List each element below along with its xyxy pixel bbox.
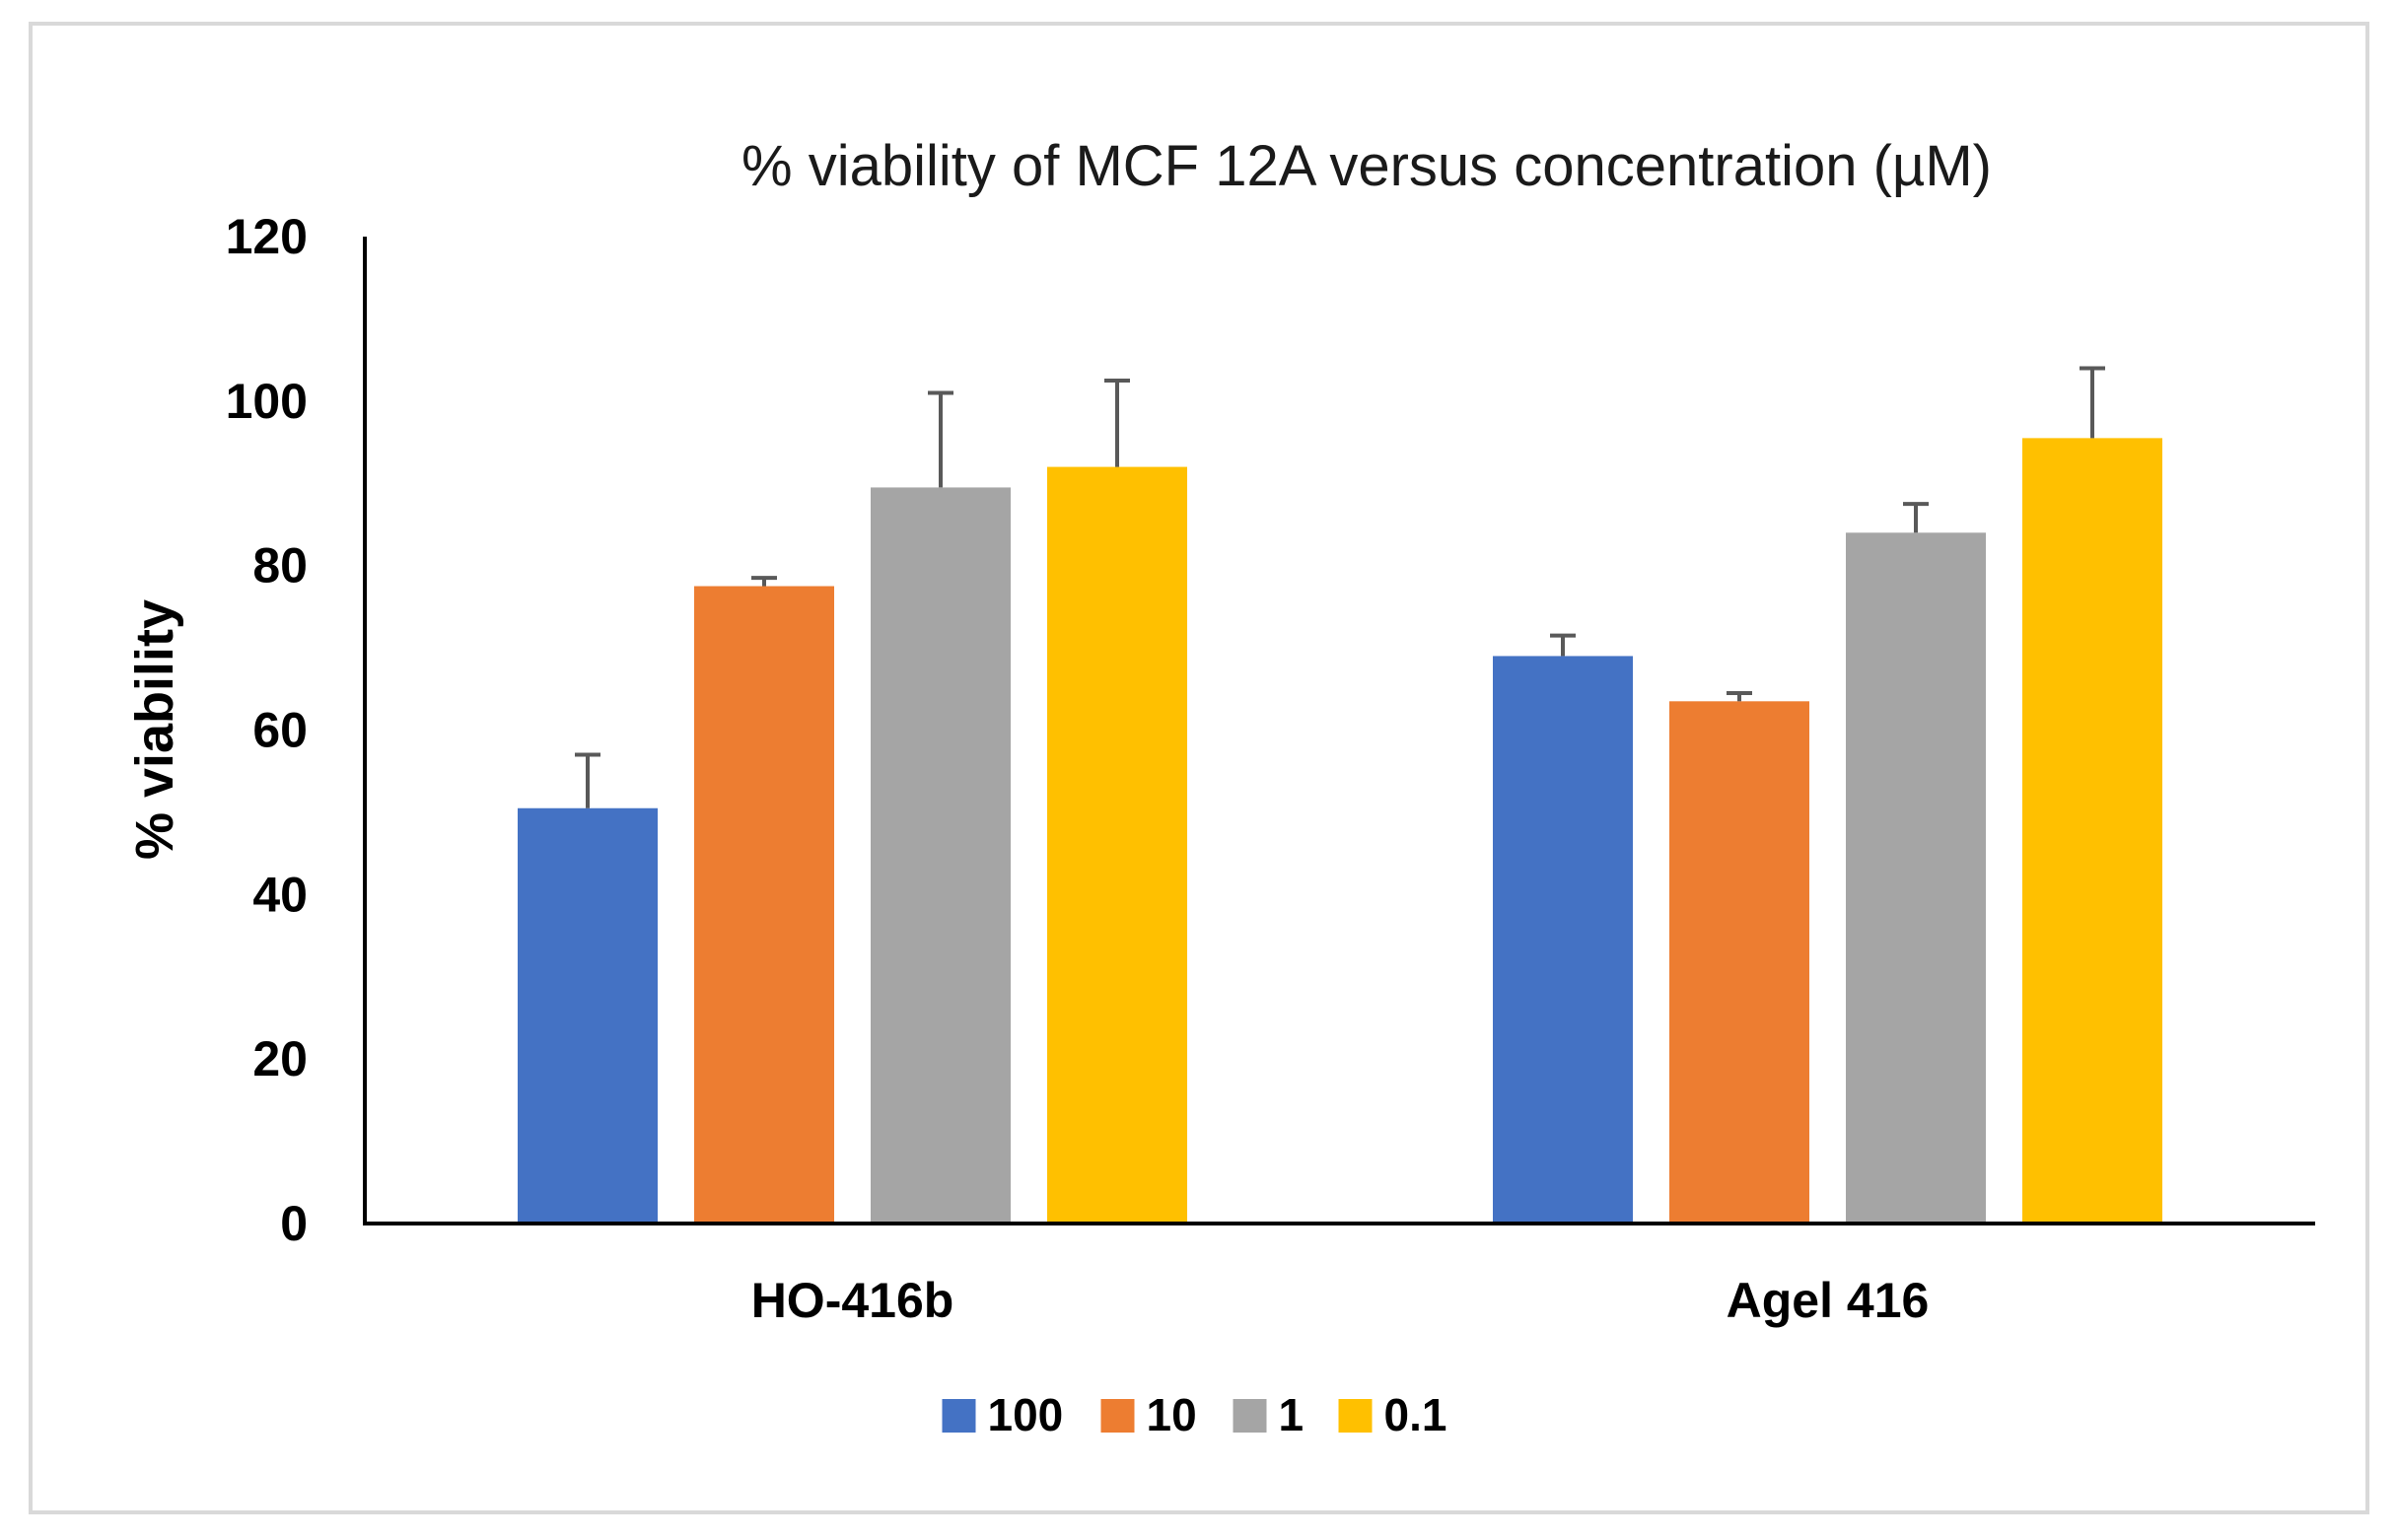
bar-ho-416b-10 xyxy=(694,586,834,1224)
bar-agel-416-10 xyxy=(1669,701,1809,1224)
y-tick-label-80: 80 xyxy=(252,538,308,594)
bar-agel-416-100 xyxy=(1493,656,1633,1224)
bars-group xyxy=(518,438,2162,1225)
legend-swatch-100 xyxy=(942,1399,976,1433)
error-bars-group xyxy=(575,366,2105,808)
y-tick-label-0: 0 xyxy=(280,1196,308,1251)
legend-label-1: 1 xyxy=(1279,1389,1305,1440)
y-tick-label-120: 120 xyxy=(226,209,308,264)
legend-swatch-0_1 xyxy=(1338,1399,1373,1433)
bar-agel-416-0_1 xyxy=(2022,438,2162,1224)
y-tick-label-20: 20 xyxy=(252,1031,308,1086)
y-axis-label: % viability xyxy=(125,599,184,860)
y-tick-label-60: 60 xyxy=(252,703,308,758)
legend-swatch-10 xyxy=(1100,1399,1135,1433)
bar-ho-416b-0_1 xyxy=(1047,466,1187,1225)
legend-label-0_1: 0.1 xyxy=(1384,1389,1447,1440)
legend: 100 10 1 0.1 xyxy=(942,1389,1447,1440)
bar-agel-416-1 xyxy=(1846,532,1986,1224)
x-category-label: HO-416b xyxy=(751,1273,954,1328)
x-axis-categories: HO-416b Agel 416 xyxy=(751,1273,1930,1328)
bar-ho-416b-1 xyxy=(871,487,1011,1224)
chart-title: % viability of MCF 12A versus concentrat… xyxy=(741,134,1992,198)
legend-swatch-1 xyxy=(1233,1399,1267,1433)
y-axis-ticks: 0 20 40 60 80 100 120 xyxy=(226,209,308,1251)
x-category-label: Agel 416 xyxy=(1727,1273,1930,1328)
y-tick-label-40: 40 xyxy=(252,867,308,922)
y-tick-label-100: 100 xyxy=(226,374,308,429)
legend-label-10: 10 xyxy=(1147,1389,1197,1440)
legend-label-100: 100 xyxy=(988,1389,1064,1440)
bar-ho-416b-100 xyxy=(518,807,658,1224)
